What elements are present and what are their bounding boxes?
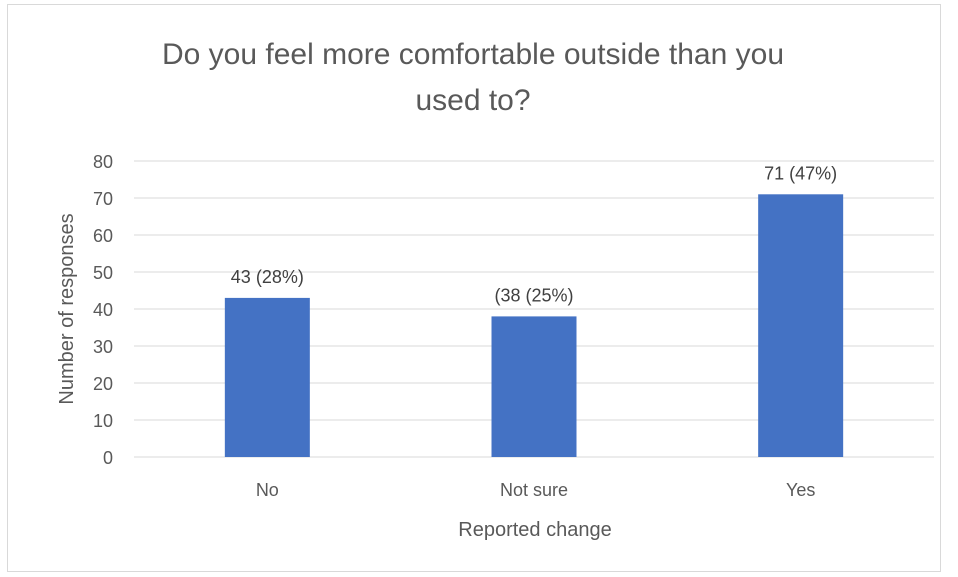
x-axis-title: Reported change: [458, 519, 611, 541]
data-label: 71 (47%): [764, 163, 837, 183]
y-axis-title: Number of responses: [56, 213, 78, 404]
bar: [491, 316, 577, 457]
y-tick-label: 60: [93, 226, 113, 246]
x-tick-label: Yes: [786, 480, 815, 500]
y-tick-label: 70: [93, 189, 113, 209]
y-tick-label: 80: [93, 152, 113, 172]
y-tick-label: 40: [93, 300, 113, 320]
chart-title-line-2: used to?: [415, 84, 531, 117]
chart-title-line-1: Do you feel more comfortable outside tha…: [161, 38, 785, 71]
bars: [224, 194, 844, 458]
data-labels: 43 (28%) (38 (25%) 71 (47%): [231, 163, 837, 305]
data-label: 43 (28%): [231, 267, 304, 287]
bar: [224, 297, 310, 457]
y-tick-label: 50: [93, 263, 113, 283]
bar: [758, 194, 844, 458]
y-axis-tick-labels: 0 10 20 30 40 50 60 70 80: [93, 152, 113, 468]
y-tick-label: 10: [93, 411, 113, 431]
y-tick-label: 0: [103, 448, 113, 468]
chart-title: Do you feel more comfortable outside tha…: [7, 32, 939, 124]
y-tick-label: 30: [93, 337, 113, 357]
x-tick-label: No: [256, 480, 279, 500]
y-tick-label: 20: [93, 374, 113, 394]
data-label: (38 (25%): [494, 285, 573, 305]
x-axis-tick-labels: No Not sure Yes: [256, 480, 816, 500]
x-tick-label: Not sure: [500, 480, 568, 500]
